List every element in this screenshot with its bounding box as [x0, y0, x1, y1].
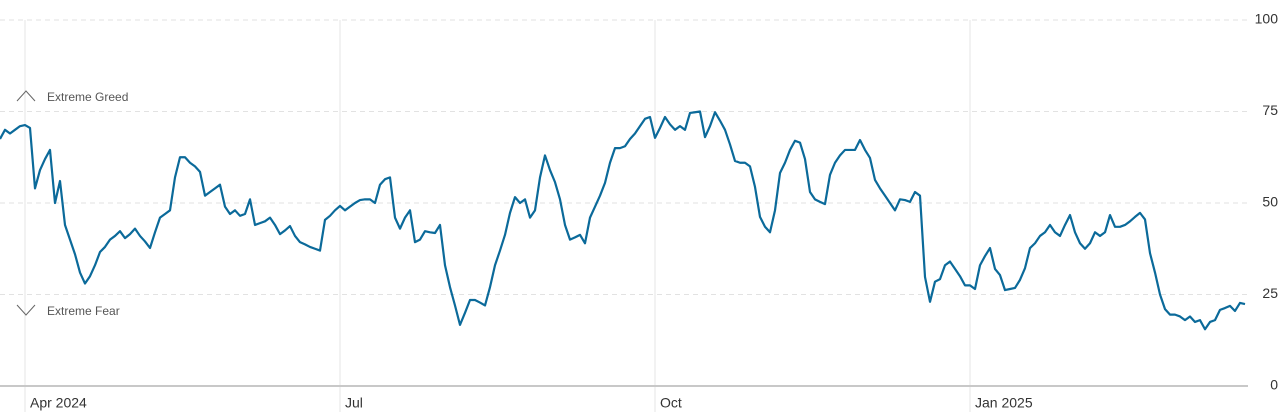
- y-tick-label: 25: [1262, 285, 1278, 301]
- y-tick-label: 75: [1262, 102, 1278, 118]
- index-line: [0, 110, 1246, 331]
- y-tick-label: 50: [1262, 194, 1278, 210]
- greed-chevron: [16, 90, 36, 102]
- x-tick-label: Apr 2024: [30, 395, 87, 411]
- y-tick-label: 0: [1270, 377, 1278, 393]
- fear-chevron: [16, 304, 36, 316]
- x-tick-label: Oct: [660, 395, 682, 411]
- x-tick-label: Jul: [345, 395, 363, 411]
- annotation: Extreme Greed: [47, 90, 128, 104]
- annotation: Extreme Fear: [47, 304, 120, 318]
- x-tick-label: Jan 2025: [975, 395, 1033, 411]
- y-tick-label: 100: [1255, 11, 1279, 27]
